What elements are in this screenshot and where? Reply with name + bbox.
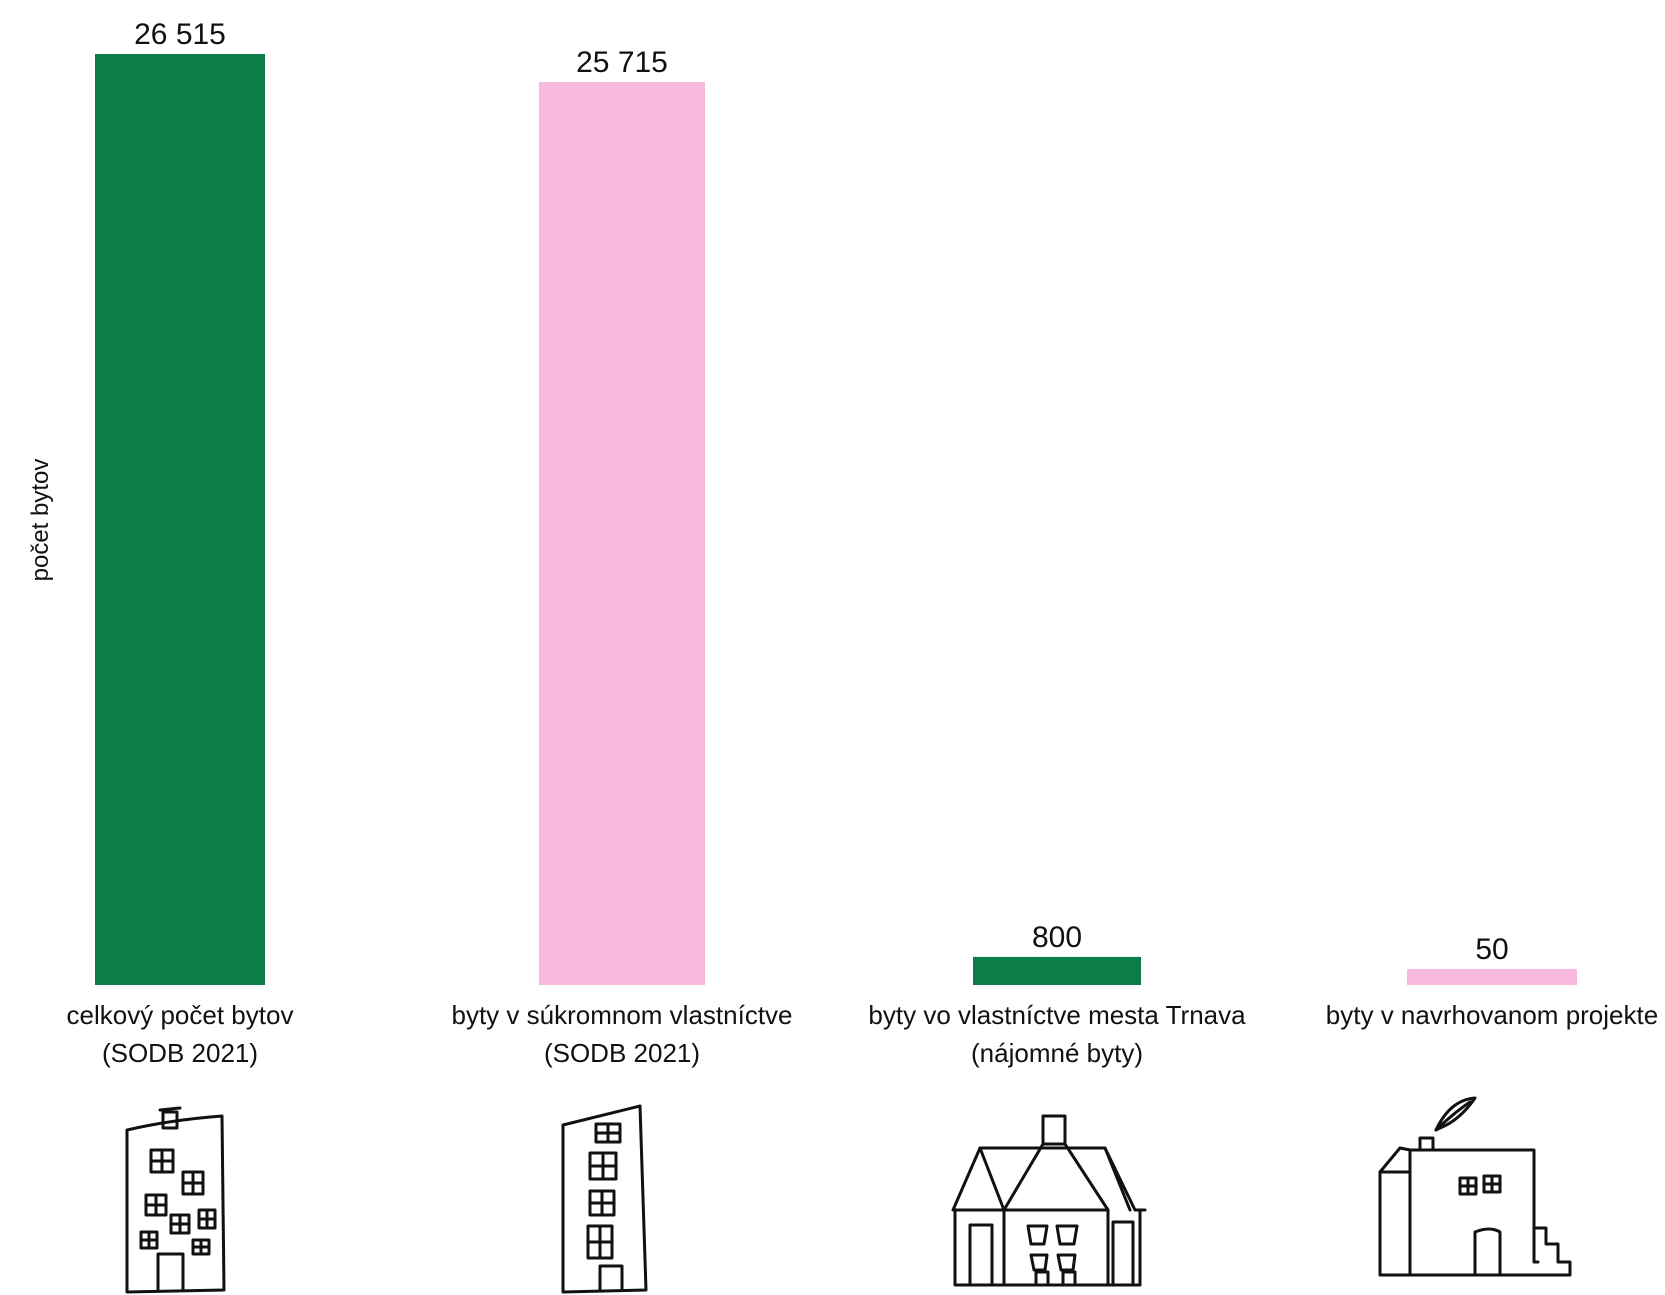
bar-0 xyxy=(95,54,265,985)
category-label-1-line-1: (SODB 2021) xyxy=(544,1038,700,1068)
value-label-3: 50 xyxy=(1475,933,1508,966)
category-label-0-line-1: (SODB 2021) xyxy=(102,1038,258,1068)
bar-1 xyxy=(539,82,705,985)
tall-apartment-building-drawing-icon xyxy=(125,1106,226,1294)
category-label-0-line-0: celkový počet bytov xyxy=(67,1000,294,1030)
value-label-2: 800 xyxy=(1032,921,1082,954)
narrow-tower-building-drawing-icon xyxy=(561,1104,648,1294)
gabled-house-drawing-icon xyxy=(951,1114,1147,1287)
value-label-1: 25 715 xyxy=(576,46,668,79)
category-label-2-line-0: byty vo vlastníctve mesta Trnava xyxy=(868,1000,1246,1030)
bar-2 xyxy=(973,956,1141,985)
category-label-2-line-1: (nájomné byty) xyxy=(971,1038,1143,1068)
y-axis-label: počet bytov xyxy=(27,459,54,582)
bar-3 xyxy=(1407,969,1577,985)
small-house-drawing-icon xyxy=(1378,1096,1572,1277)
category-label-1-line-0: byty v súkromnom vlastníctve xyxy=(452,1000,793,1030)
value-label-0: 26 515 xyxy=(134,18,226,51)
category-label-3-line-0: byty v navrhovanom projekte xyxy=(1326,1000,1658,1030)
